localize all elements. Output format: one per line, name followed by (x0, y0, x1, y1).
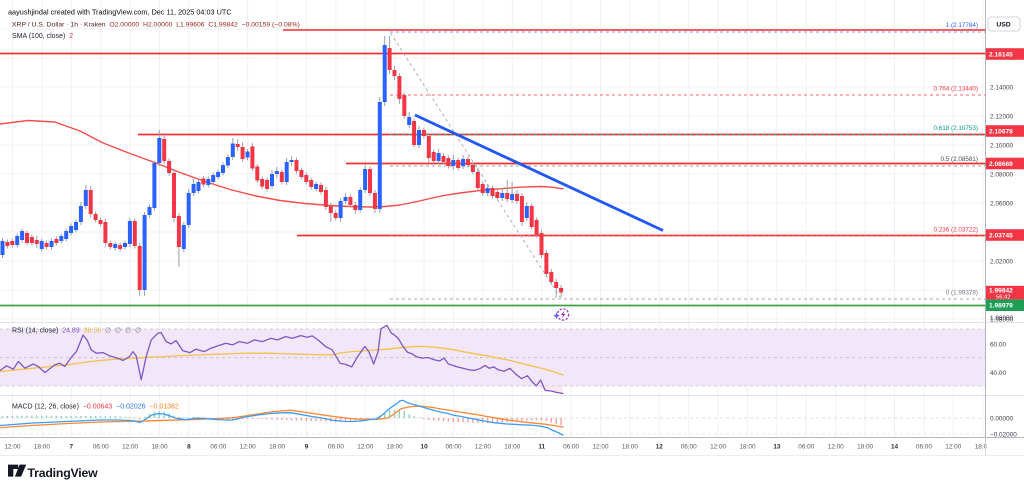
svg-text:12:00: 12:00 (475, 444, 491, 451)
svg-text:14: 14 (891, 444, 899, 451)
svg-text:12:00: 12:00 (710, 444, 726, 451)
svg-text:USD: USD (996, 22, 1010, 29)
svg-text:0.764 (2.13440): 0.764 (2.13440) (934, 86, 978, 93)
svg-text:RSI (14, close) 24.89 36.56: RSI (14, close) 24.89 36.56 ∅ ∅ ∅ ∅ (12, 328, 141, 335)
svg-text:MACD (12, 26, close) −0.00643: MACD (12, 26, close) −0.00643 −0.02026 −… (12, 404, 179, 411)
svg-text:2.02000: 2.02000 (990, 258, 1014, 265)
svg-text:0.5 (2.08581): 0.5 (2.08581) (941, 156, 978, 163)
svg-text:11: 11 (538, 444, 545, 451)
svg-text:XRP / U.S. Dollar · 1h · Krake: XRP / U.S. Dollar · 1h · Kraken O2.00000… (12, 22, 300, 29)
svg-text:2.12000: 2.12000 (990, 113, 1014, 120)
svg-text:18:00: 18:00 (975, 444, 991, 451)
svg-text:12:00: 12:00 (240, 444, 256, 451)
svg-text:7: 7 (70, 444, 74, 451)
svg-text:18:00: 18:00 (740, 444, 756, 451)
svg-text:1.98000: 1.98000 (990, 315, 1014, 322)
svg-text:2.06000: 2.06000 (990, 200, 1014, 207)
svg-text:1 (2.17784): 1 (2.17784) (946, 22, 978, 29)
svg-text:10: 10 (421, 444, 429, 451)
svg-text:0 (1.99378): 0 (1.99378) (946, 290, 978, 297)
svg-text:60.00: 60.00 (990, 341, 1006, 348)
svg-text:2.16145: 2.16145 (989, 52, 1013, 59)
svg-text:40.00: 40.00 (990, 370, 1006, 377)
svg-text:06:00: 06:00 (916, 444, 932, 451)
svg-text:−0.02000: −0.02000 (990, 431, 1017, 438)
svg-text:8: 8 (187, 444, 191, 451)
svg-text:SMA (100, close) 2: SMA (100, close) 2 (12, 33, 73, 40)
svg-text:12:00: 12:00 (828, 444, 844, 451)
svg-text:aayushjindal created with Trad: aayushjindal created with TradingView.co… (8, 8, 232, 17)
svg-text:18:00: 18:00 (504, 444, 520, 451)
svg-text:0.236 (2.03722): 0.236 (2.03722) (934, 227, 978, 234)
svg-text:18:00: 18:00 (622, 444, 638, 451)
svg-text:06:00: 06:00 (210, 444, 226, 451)
svg-text:13: 13 (773, 444, 781, 451)
svg-text:2.10000: 2.10000 (990, 142, 1014, 149)
svg-text:06:00: 06:00 (446, 444, 462, 451)
svg-text:18:00: 18:00 (387, 444, 403, 451)
svg-text:12:00: 12:00 (5, 444, 21, 451)
svg-text:2.08000: 2.08000 (990, 171, 1014, 178)
svg-text:18:00: 18:00 (34, 444, 50, 451)
svg-text:18:00: 18:00 (857, 444, 873, 451)
svg-text:12:00: 12:00 (357, 444, 373, 451)
svg-text:2.14000: 2.14000 (990, 84, 1014, 91)
svg-text:06:00: 06:00 (93, 444, 109, 451)
svg-text:0.618 (2.10753): 0.618 (2.10753) (934, 125, 978, 132)
svg-text:18:00: 18:00 (269, 444, 285, 451)
svg-text:2.10678: 2.10678 (989, 129, 1013, 136)
svg-text:2.08669: 2.08669 (989, 161, 1013, 168)
svg-text:06:00: 06:00 (798, 444, 814, 451)
svg-text:12: 12 (656, 444, 664, 451)
svg-text:06:00: 06:00 (563, 444, 579, 451)
svg-text:2.03745: 2.03745 (989, 233, 1013, 240)
svg-text:12:00: 12:00 (945, 444, 961, 451)
svg-text:9: 9 (305, 444, 309, 451)
svg-text:56:42: 56:42 (996, 294, 1011, 300)
svg-text:18:00: 18:00 (152, 444, 168, 451)
svg-text:06:00: 06:00 (681, 444, 697, 451)
svg-text:1.98979: 1.98979 (989, 303, 1013, 310)
svg-text:12:00: 12:00 (122, 444, 138, 451)
svg-text:0.00000: 0.00000 (990, 415, 1014, 422)
svg-text:TradingView: TradingView (28, 466, 99, 480)
svg-text:1.98000: 1.98000 (990, 316, 1014, 323)
svg-text:06:00: 06:00 (328, 444, 344, 451)
svg-text:12:00: 12:00 (593, 444, 609, 451)
svg-text:1.99842: 1.99842 (989, 288, 1013, 295)
